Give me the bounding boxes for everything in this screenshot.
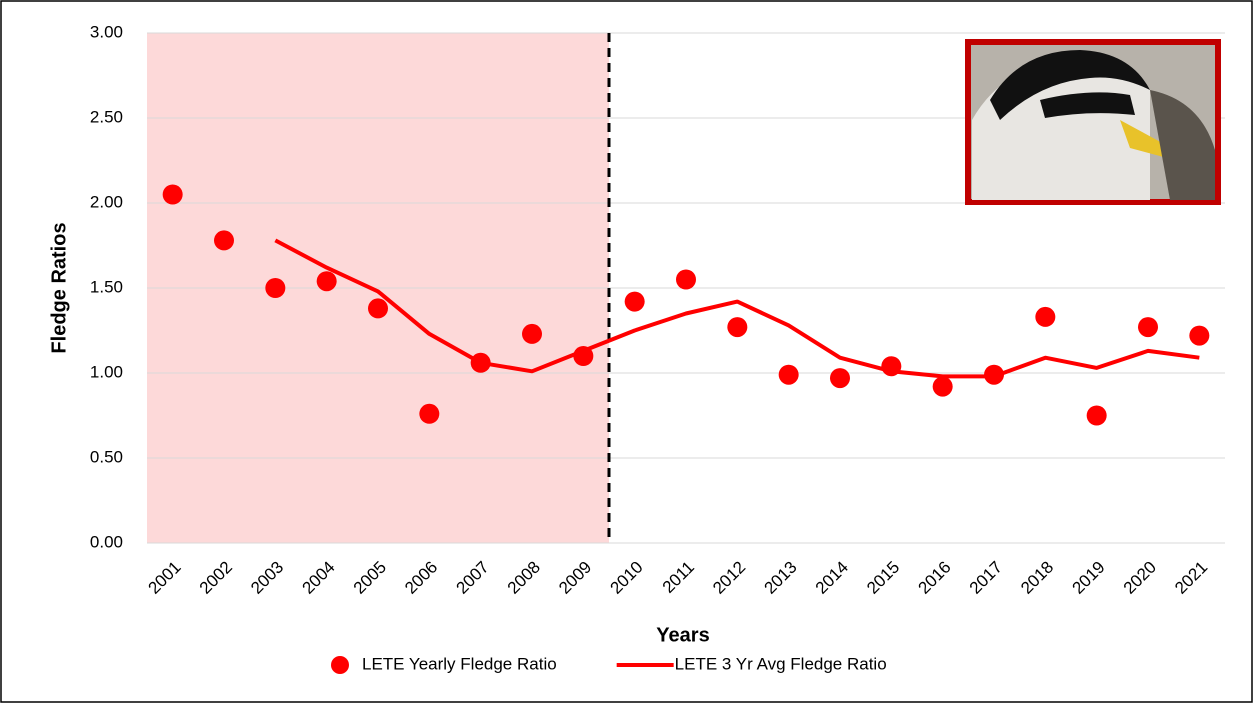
y-tick-label: 0.00 — [90, 532, 123, 551]
data-point — [830, 368, 850, 388]
data-point — [368, 298, 388, 318]
legend-label: LETE Yearly Fledge Ratio — [362, 654, 557, 673]
legend-item: LETE Yearly Fledge Ratio — [331, 654, 557, 674]
y-tick-label: 2.50 — [90, 107, 123, 126]
data-point — [163, 185, 183, 205]
data-point — [727, 317, 747, 337]
bird-photo — [968, 42, 1218, 202]
legend-marker — [331, 656, 349, 674]
y-tick-label: 1.50 — [90, 277, 123, 296]
chart: 0.000.501.001.502.002.503.00200120022003… — [0, 0, 1253, 703]
y-tick-label: 3.00 — [90, 22, 123, 41]
data-point — [317, 271, 337, 291]
data-point — [265, 278, 285, 298]
legend-label: LETE 3 Yr Avg Fledge Ratio — [675, 654, 887, 673]
data-point — [676, 270, 696, 290]
x-axis-title: Years — [656, 624, 709, 646]
data-point — [214, 230, 234, 250]
data-point — [522, 324, 542, 344]
data-point — [1189, 326, 1209, 346]
data-point — [625, 292, 645, 312]
data-point — [419, 404, 439, 424]
data-point — [1087, 406, 1107, 426]
data-point — [779, 365, 799, 385]
data-point — [1138, 317, 1158, 337]
data-point — [933, 377, 953, 397]
y-tick-label: 0.50 — [90, 447, 123, 466]
y-tick-label: 2.00 — [90, 192, 123, 211]
y-tick-label: 1.00 — [90, 362, 123, 381]
data-point — [1035, 307, 1055, 327]
y-axis-title: Fledge Ratios — [48, 222, 70, 353]
